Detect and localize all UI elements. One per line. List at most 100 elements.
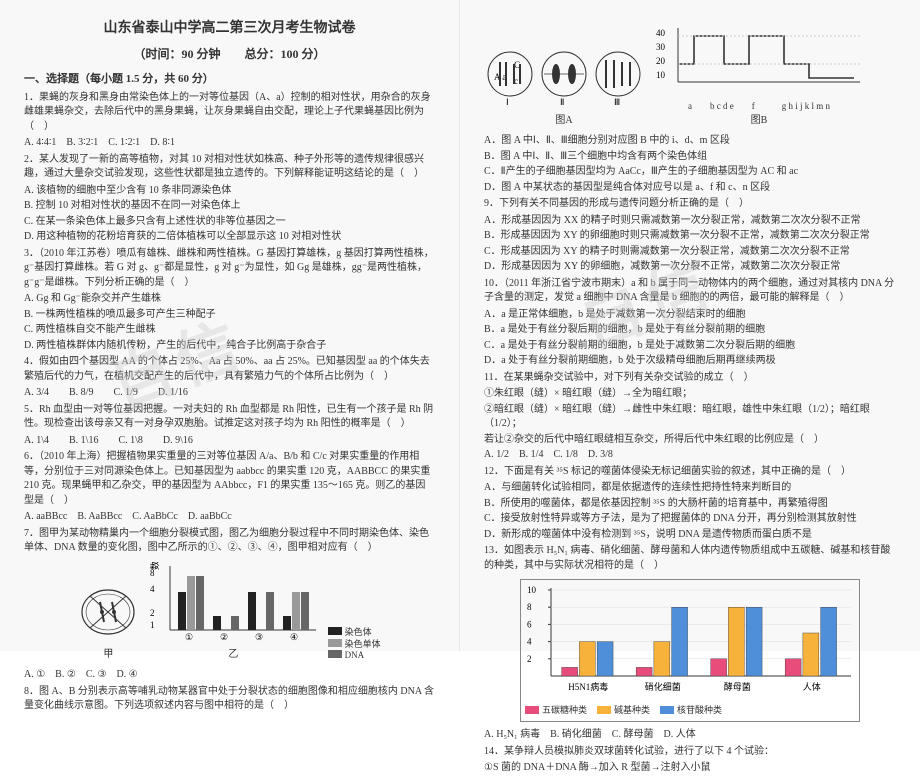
q12-stem: 12．下面是有关 ³⁵S 标记的噬菌体侵染无标记细菌实验的叙述，其中正确的是（ … xyxy=(484,465,896,480)
svg-text:③: ③ xyxy=(255,632,263,642)
q10-c: C．a 是处于有丝分裂前期的细胞，b 是处于减数第二次分裂后期的细胞 xyxy=(484,339,896,354)
q10-stem: 10．（2011 年浙江省宁波市期末）a 和 b 属于同一动物体内的两个细胞，通… xyxy=(484,277,896,306)
legend-chrom: 染色体 xyxy=(345,627,372,637)
q2-a: A. 该植物的细胞中至少含有 10 条非同源染色体 xyxy=(24,184,435,199)
svg-text:20: 20 xyxy=(656,56,666,66)
q11-stem: 11．在某果蝇杂交试验中，对下列有关杂交试验的成立（ ） xyxy=(484,371,896,386)
svg-text:①: ① xyxy=(185,632,193,642)
q3-b: B. 一株两性植株的喷瓜最多可产生三种配子 xyxy=(24,308,435,323)
q2-c: C. 在某一条染色体上最多只含有上述性状的非等位基因之一 xyxy=(24,215,435,230)
exam-subtitle: （时间：90 分钟 总分：100 分） xyxy=(24,45,435,63)
q1-stem: 1．果蝇的灰身和黑身由常染色体上的一对等位基因（A、a）控制的相对性状，用杂合的… xyxy=(24,91,435,135)
exam-title: 山东省泰山中学高二第三次月考生物试卷 xyxy=(24,18,435,39)
q6-stem: 6．（2010 年上海）把握植物果实重量的三对等位基因 A/a、B/b 和 C/… xyxy=(24,450,435,508)
svg-text:10: 10 xyxy=(656,70,666,80)
leg-0: 五碳糖种类 xyxy=(542,704,587,718)
q10-b: B．a 是处于有丝分裂后期的细胞，b 是处于有丝分裂前期的细胞 xyxy=(484,323,896,338)
q3-c: C. 两性植株自交不能产生雌株 xyxy=(24,323,435,338)
fig-jia-label: 甲 xyxy=(78,647,138,662)
section-heading: 一、选择题（每小题 1.5 分，共 60 分） xyxy=(24,71,435,88)
svg-text:酵母菌: 酵母菌 xyxy=(724,681,751,692)
q14-item: ①S 菌的 DNA＋DNA 酶→加入 R 型菌→注射入小鼠 xyxy=(484,761,896,776)
fig-yi-svg: 1248 数量(个) ① ② xyxy=(148,562,318,642)
figB-xlabels: a b c d e f g h i j k l m n xyxy=(654,100,864,114)
q8-c: C．Ⅱ产生的子细胞基因型均为 AaCc，Ⅲ产生的子细胞基因型为 AC 和 ac xyxy=(484,165,896,180)
leg-1: 碱基种类 xyxy=(614,704,650,718)
q1-options: A. 4∶4∶1 B. 3∶2∶1 C. 1∶2∶1 D. 8∶1 xyxy=(24,136,435,151)
svg-text:Ⅰ: Ⅰ xyxy=(506,97,509,107)
q2-d: D. 用这种植物的花粉培育获的二倍体植株可以全部显示这 10 对相对性状 xyxy=(24,230,435,245)
fig-yi-bars: ① ② ③ ④ xyxy=(178,576,309,642)
q7-stem: 7．图甲为某动物精巢内一个细胞分裂模式图，图乙为细胞分裂过程中不同时期染色体、染… xyxy=(24,527,435,556)
q13-options: A. H₅N₁ 病毒 B. 硝化细菌 C. 酵母菌 D. 人体 xyxy=(484,728,896,743)
svg-text:40: 40 xyxy=(656,28,666,38)
q9-a: A．形成基因因为 XX 的精子时则只需减数第一次分裂正常，减数第二次次分裂不正常 xyxy=(484,214,896,229)
svg-text:8: 8 xyxy=(527,602,532,612)
figA-svg: A a C c xyxy=(484,48,644,108)
q11-i2: ②暗红眼（缝）× 暗红眼（缝）→雌性中朱红眼：暗红眼，雄性中朱红眼（1/2）；暗… xyxy=(484,403,896,432)
q11-i1: ①朱红眼（缝）× 暗红眼（缝）→全为暗红眼； xyxy=(484,387,896,402)
svg-text:30: 30 xyxy=(656,42,666,52)
figB-svg: 40 30 20 10 xyxy=(654,24,864,94)
figure-q8: A a C c xyxy=(484,24,896,128)
q13-chart-svg: 2 4 6 8 10 H5N1病毒 硝化细菌 酵母菌 人体 xyxy=(525,584,855,694)
q4-options: A. 3/4 B. 8/9 C. 1/9 D. 1/16 xyxy=(24,386,435,401)
right-column: A a C c xyxy=(460,0,920,651)
q4-stem: 4．假如由四个基因型 AA 的个体占 25%、Aa 占 50%、aa 占 25%… xyxy=(24,355,435,384)
q11-i3: 若让②杂交的后代中暗红眼缝相互杂交，所得后代中朱红眼的比例应是（ ） xyxy=(484,433,896,448)
svg-text:2: 2 xyxy=(150,608,155,618)
svg-text:Ⅲ: Ⅲ xyxy=(614,97,620,107)
legend-dna: DNA xyxy=(345,650,365,660)
svg-text:④: ④ xyxy=(290,632,298,642)
q9-b: B．形成基因因为 XY 的卵细胞时则只需减数第一次分裂不正常，减数第二次次分裂正… xyxy=(484,229,896,244)
q8-a: A．图 A 中Ⅰ、Ⅱ、Ⅲ细胞分别对应图 B 中的 i、d、m 区段 xyxy=(484,134,896,149)
q13-stem: 13．如图表示 H₅N₁ 病毒、硝化细菌、酵母菌和人体内遗传物质组成中五碳糖、碱… xyxy=(484,544,896,573)
figB-label: 图B xyxy=(654,113,864,128)
q10-d: D．a 处于有丝分裂前期细胞，b 处于次级精母细胞后期再继续两极 xyxy=(484,354,896,369)
exam-page: 山东省泰山中学高二第三次月考生物试卷 （时间：90 分钟 总分：100 分） 一… xyxy=(0,0,920,651)
legend-chromatid: 染色单体 xyxy=(345,639,381,649)
svg-text:4: 4 xyxy=(150,584,155,594)
svg-text:2: 2 xyxy=(527,654,532,664)
q8-d: D．图 A 中某状态的基因型是纯合体对应号以是 a、f 和 c、n 区段 xyxy=(484,181,896,196)
fig-yi-label: 乙 xyxy=(148,647,318,662)
svg-text:人体: 人体 xyxy=(803,681,821,692)
q8-b: B．图 A 中Ⅰ、Ⅱ、Ⅲ三个细胞中均含有两个染色体组 xyxy=(484,150,896,165)
q2-b: B. 控制 10 对相对性状的基因不在同一对染色体上 xyxy=(24,199,435,214)
q3-d: D. 两性植株群体内随机传粉，产生的后代中，纯合子比例高于杂合子 xyxy=(24,339,435,354)
figA-label: 图A xyxy=(484,113,644,128)
q3-stem: 3．（2010 年江苏卷）喷瓜有雄株、雌株和两性植株。G 基因打算雄株，g 基因… xyxy=(24,247,435,291)
fig-jia-svg xyxy=(78,586,138,642)
svg-text:数量(个): 数量(个) xyxy=(149,562,160,570)
svg-text:4: 4 xyxy=(527,637,532,647)
q14-stem: 14．某争辩人员模拟肺炎双球菌转化试验，进行了以下 4 个试验： xyxy=(484,745,896,760)
q12-b: B．所使用的噬菌体，都是依基因控制 ³⁵S 的大肠杆菌的培育基中，再繁殖得图 xyxy=(484,497,896,512)
svg-text:H5N1病毒: H5N1病毒 xyxy=(568,681,608,692)
q2-stem: 2．某人发现了一新的高等植物，对其 10 对相对性状如株高、种子外形等的遗传规律… xyxy=(24,153,435,182)
q7-options: A. ① B. ② C. ③ D. ④ xyxy=(24,668,435,683)
svg-text:Ⅱ: Ⅱ xyxy=(560,97,564,107)
svg-text:10: 10 xyxy=(527,585,537,595)
q12-c: C．接受放射性特异或等方子法，是为了把握菌体的 DNA 分开，再分别检测其放射性 xyxy=(484,512,896,527)
q5-stem: 5．Rh 血型由一对等位基因把握。一对夫妇的 Rh 血型都是 Rh 阳性，已生有… xyxy=(24,403,435,432)
figure-q7: 甲 1248 数量(个) ① xyxy=(24,562,435,663)
leg-2: 核苷酸种类 xyxy=(677,704,722,718)
q9-d: D．形成基因因为 XY 的卵细胞，减数第一次分裂不正常，减数第二次次分裂正常 xyxy=(484,260,896,275)
figB-wrap: 40 30 20 10 a b c d e f g h i j k l m n 图B xyxy=(654,24,864,128)
q12-a: A．与细菌转化试验相同，都是依据遗传的连续性把持性特来判断目的 xyxy=(484,481,896,496)
q10-a: A．a 是正常体细胞，b 是处于减数第一次分裂结束时的细胞 xyxy=(484,308,896,323)
svg-text:②: ② xyxy=(220,632,228,642)
q13-legend: 五碳糖种类 碱基种类 核苷酸种类 xyxy=(525,704,855,718)
fig-yi-legend: 染色体 染色单体 DNA xyxy=(328,627,380,662)
q9-stem: 9．下列有关不同基因的形成与遗传问题分析正确的是（ ） xyxy=(484,197,896,212)
svg-text:6: 6 xyxy=(527,619,532,629)
figA-wrap: A a C c xyxy=(484,48,644,129)
q9-c: C．形成基因因为 XY 的精子时则需减数第一次分裂正常，减数第二次次分裂不正常 xyxy=(484,245,896,260)
svg-text:硝化细菌: 硝化细菌 xyxy=(645,681,681,692)
q6-options: A. aaBBcc B. AaBBcc C. AaBbCc D. aaBbCc xyxy=(24,510,435,525)
q11-options: A. 1/2 B. 1/4 C. 1/8 D. 3/8 xyxy=(484,448,896,463)
q3-a: A. Gg 和 Gg⁻能杂交并产生雄株 xyxy=(24,292,435,307)
left-column: 山东省泰山中学高二第三次月考生物试卷 （时间：90 分钟 总分：100 分） 一… xyxy=(0,0,460,651)
q8-stem: 8．图 A、B 分别表示高等哺乳动物某器官中处于分裂状态的细胞图像和相应细胞核内… xyxy=(24,685,435,714)
svg-text:1: 1 xyxy=(150,620,155,630)
